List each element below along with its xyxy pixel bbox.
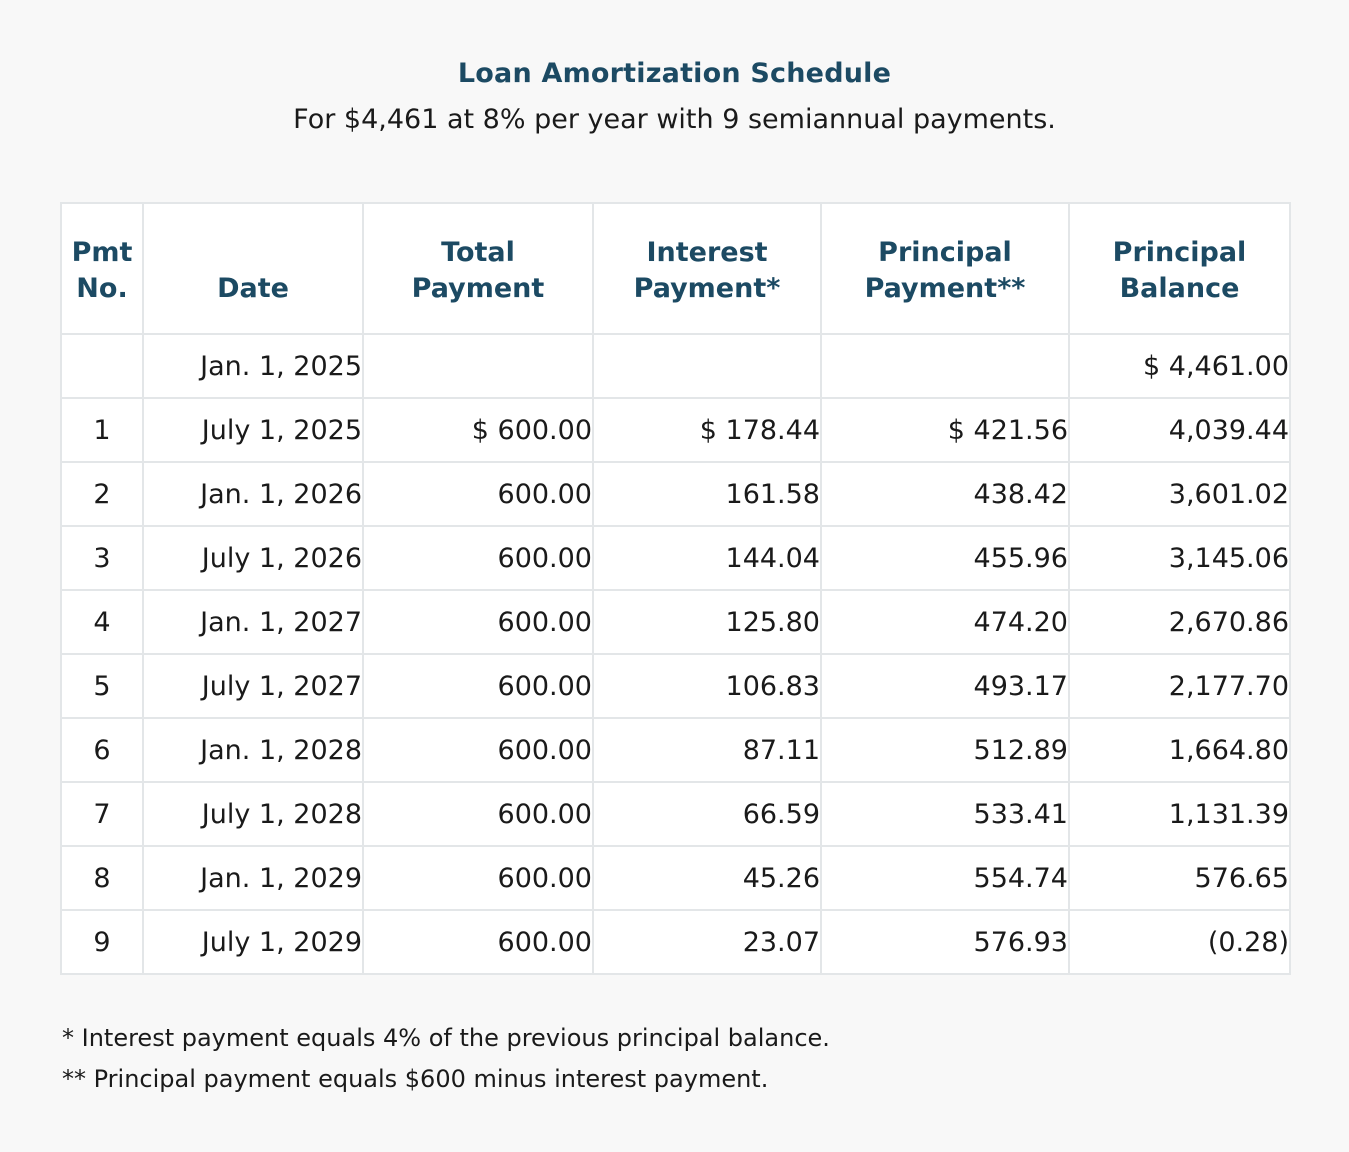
cell-total-payment: 600.00 bbox=[362, 717, 594, 783]
cell-principal-payment: 474.20 bbox=[820, 589, 1070, 655]
footnote-principal: ** Principal payment equals $600 minus i… bbox=[62, 1065, 769, 1093]
cell-principal-balance: $ 4,461.00 bbox=[1068, 333, 1291, 399]
header-principal-balance: Principal Balance bbox=[1068, 202, 1291, 335]
cell-date: Jan. 1, 2025 bbox=[142, 333, 364, 399]
header-total-payment: Total Payment bbox=[362, 202, 594, 335]
footnotes: * Interest payment equals 4% of the prev… bbox=[62, 1018, 830, 1100]
cell-interest-payment: 161.58 bbox=[592, 461, 822, 527]
cell-interest-payment bbox=[592, 333, 822, 399]
header-interest-payment-line2: Payment* bbox=[633, 273, 781, 304]
cell-interest-payment: 45.26 bbox=[592, 845, 822, 911]
cell-date: July 1, 2028 bbox=[142, 781, 364, 847]
page-title: Loan Amortization Schedule bbox=[457, 58, 892, 89]
cell-principal-balance: 1,664.80 bbox=[1068, 717, 1291, 783]
cell-total-payment: 600.00 bbox=[362, 525, 594, 591]
cell-pmt-no: 7 bbox=[60, 781, 144, 847]
cell-principal-payment: 554.74 bbox=[820, 845, 1070, 911]
cell-pmt-no: 4 bbox=[60, 589, 144, 655]
cell-principal-payment: 455.96 bbox=[820, 525, 1070, 591]
header-total-payment-line2: Payment bbox=[411, 273, 545, 304]
table-row: 5 July 1, 2027 600.00 106.83 493.17 2,17… bbox=[60, 653, 1291, 719]
header-interest-payment-line1: Interest bbox=[646, 237, 768, 268]
cell-principal-balance: 2,177.70 bbox=[1068, 653, 1291, 719]
table-row: 3 July 1, 2026 600.00 144.04 455.96 3,14… bbox=[60, 525, 1291, 591]
header-date: Date bbox=[142, 202, 364, 335]
header-principal-balance-line2: Balance bbox=[1119, 273, 1240, 304]
cell-date: Jan. 1, 2028 bbox=[142, 717, 364, 783]
cell-total-payment: 600.00 bbox=[362, 461, 594, 527]
cell-principal-payment: 438.42 bbox=[820, 461, 1070, 527]
cell-principal-balance: (0.28) bbox=[1068, 909, 1291, 975]
cell-total-payment bbox=[362, 333, 594, 399]
cell-date: Jan. 1, 2026 bbox=[142, 461, 364, 527]
cell-total-payment: 600.00 bbox=[362, 909, 594, 975]
header-pmt-no: Pmt No. bbox=[60, 202, 144, 335]
cell-principal-balance: 3,601.02 bbox=[1068, 461, 1291, 527]
cell-interest-payment: 144.04 bbox=[592, 525, 822, 591]
cell-principal-payment: 576.93 bbox=[820, 909, 1070, 975]
cell-principal-payment: 533.41 bbox=[820, 781, 1070, 847]
table-row: 4 Jan. 1, 2027 600.00 125.80 474.20 2,67… bbox=[60, 589, 1291, 655]
footnote-interest: * Interest payment equals 4% of the prev… bbox=[62, 1024, 830, 1052]
cell-date: Jan. 1, 2029 bbox=[142, 845, 364, 911]
cell-total-payment: 600.00 bbox=[362, 845, 594, 911]
table-row: 2 Jan. 1, 2026 600.00 161.58 438.42 3,60… bbox=[60, 461, 1291, 527]
cell-interest-payment: 125.80 bbox=[592, 589, 822, 655]
header-total-payment-line1: Total bbox=[441, 237, 515, 268]
header-date-line1: Date bbox=[217, 273, 289, 304]
table-row: 9 July 1, 2029 600.00 23.07 576.93 (0.28… bbox=[60, 909, 1291, 975]
cell-pmt-no: 9 bbox=[60, 909, 144, 975]
header-principal-payment: Principal Payment** bbox=[820, 202, 1070, 335]
cell-interest-payment: 106.83 bbox=[592, 653, 822, 719]
cell-principal-payment: 493.17 bbox=[820, 653, 1070, 719]
header-principal-payment-line1: Principal bbox=[878, 237, 1012, 268]
cell-principal-balance: 576.65 bbox=[1068, 845, 1291, 911]
cell-principal-payment: $ 421.56 bbox=[820, 397, 1070, 463]
cell-date: July 1, 2029 bbox=[142, 909, 364, 975]
table-header-row: Pmt No. Date Total Payment Interest Paym… bbox=[60, 202, 1291, 335]
cell-principal-payment bbox=[820, 333, 1070, 399]
cell-date: July 1, 2027 bbox=[142, 653, 364, 719]
cell-pmt-no bbox=[60, 333, 144, 399]
cell-interest-payment: 66.59 bbox=[592, 781, 822, 847]
cell-pmt-no: 3 bbox=[60, 525, 144, 591]
header-principal-payment-line2: Payment** bbox=[864, 273, 1026, 304]
amortization-table: Pmt No. Date Total Payment Interest Paym… bbox=[60, 202, 1291, 975]
cell-date: July 1, 2025 bbox=[142, 397, 364, 463]
cell-pmt-no: 6 bbox=[60, 717, 144, 783]
header-pmt-no-line2: No. bbox=[76, 273, 128, 304]
cell-pmt-no: 1 bbox=[60, 397, 144, 463]
header-interest-payment: Interest Payment* bbox=[592, 202, 822, 335]
header-pmt-no-line1: Pmt bbox=[71, 237, 133, 268]
header-principal-balance-line1: Principal bbox=[1112, 237, 1247, 268]
cell-pmt-no: 8 bbox=[60, 845, 144, 911]
cell-principal-balance: 3,145.06 bbox=[1068, 525, 1291, 591]
cell-total-payment: 600.00 bbox=[362, 653, 594, 719]
cell-principal-balance: 1,131.39 bbox=[1068, 781, 1291, 847]
cell-interest-payment: 87.11 bbox=[592, 717, 822, 783]
cell-total-payment: 600.00 bbox=[362, 781, 594, 847]
table-row: Jan. 1, 2025 $ 4,461.00 bbox=[60, 333, 1291, 399]
cell-date: Jan. 1, 2027 bbox=[142, 589, 364, 655]
cell-total-payment: 600.00 bbox=[362, 589, 594, 655]
cell-interest-payment: $ 178.44 bbox=[592, 397, 822, 463]
cell-total-payment: $ 600.00 bbox=[362, 397, 594, 463]
table-row: 8 Jan. 1, 2029 600.00 45.26 554.74 576.6… bbox=[60, 845, 1291, 911]
cell-pmt-no: 2 bbox=[60, 461, 144, 527]
table-row: 6 Jan. 1, 2028 600.00 87.11 512.89 1,664… bbox=[60, 717, 1291, 783]
cell-principal-balance: 2,670.86 bbox=[1068, 589, 1291, 655]
table-row: 7 July 1, 2028 600.00 66.59 533.41 1,131… bbox=[60, 781, 1291, 847]
cell-principal-payment: 512.89 bbox=[820, 717, 1070, 783]
cell-pmt-no: 5 bbox=[60, 653, 144, 719]
cell-principal-balance: 4,039.44 bbox=[1068, 397, 1291, 463]
page-subtitle: For $4,461 at 8% per year with 9 semiann… bbox=[293, 104, 1056, 135]
cell-date: July 1, 2026 bbox=[142, 525, 364, 591]
table-row: 1 July 1, 2025 $ 600.00 $ 178.44 $ 421.5… bbox=[60, 397, 1291, 463]
cell-interest-payment: 23.07 bbox=[592, 909, 822, 975]
